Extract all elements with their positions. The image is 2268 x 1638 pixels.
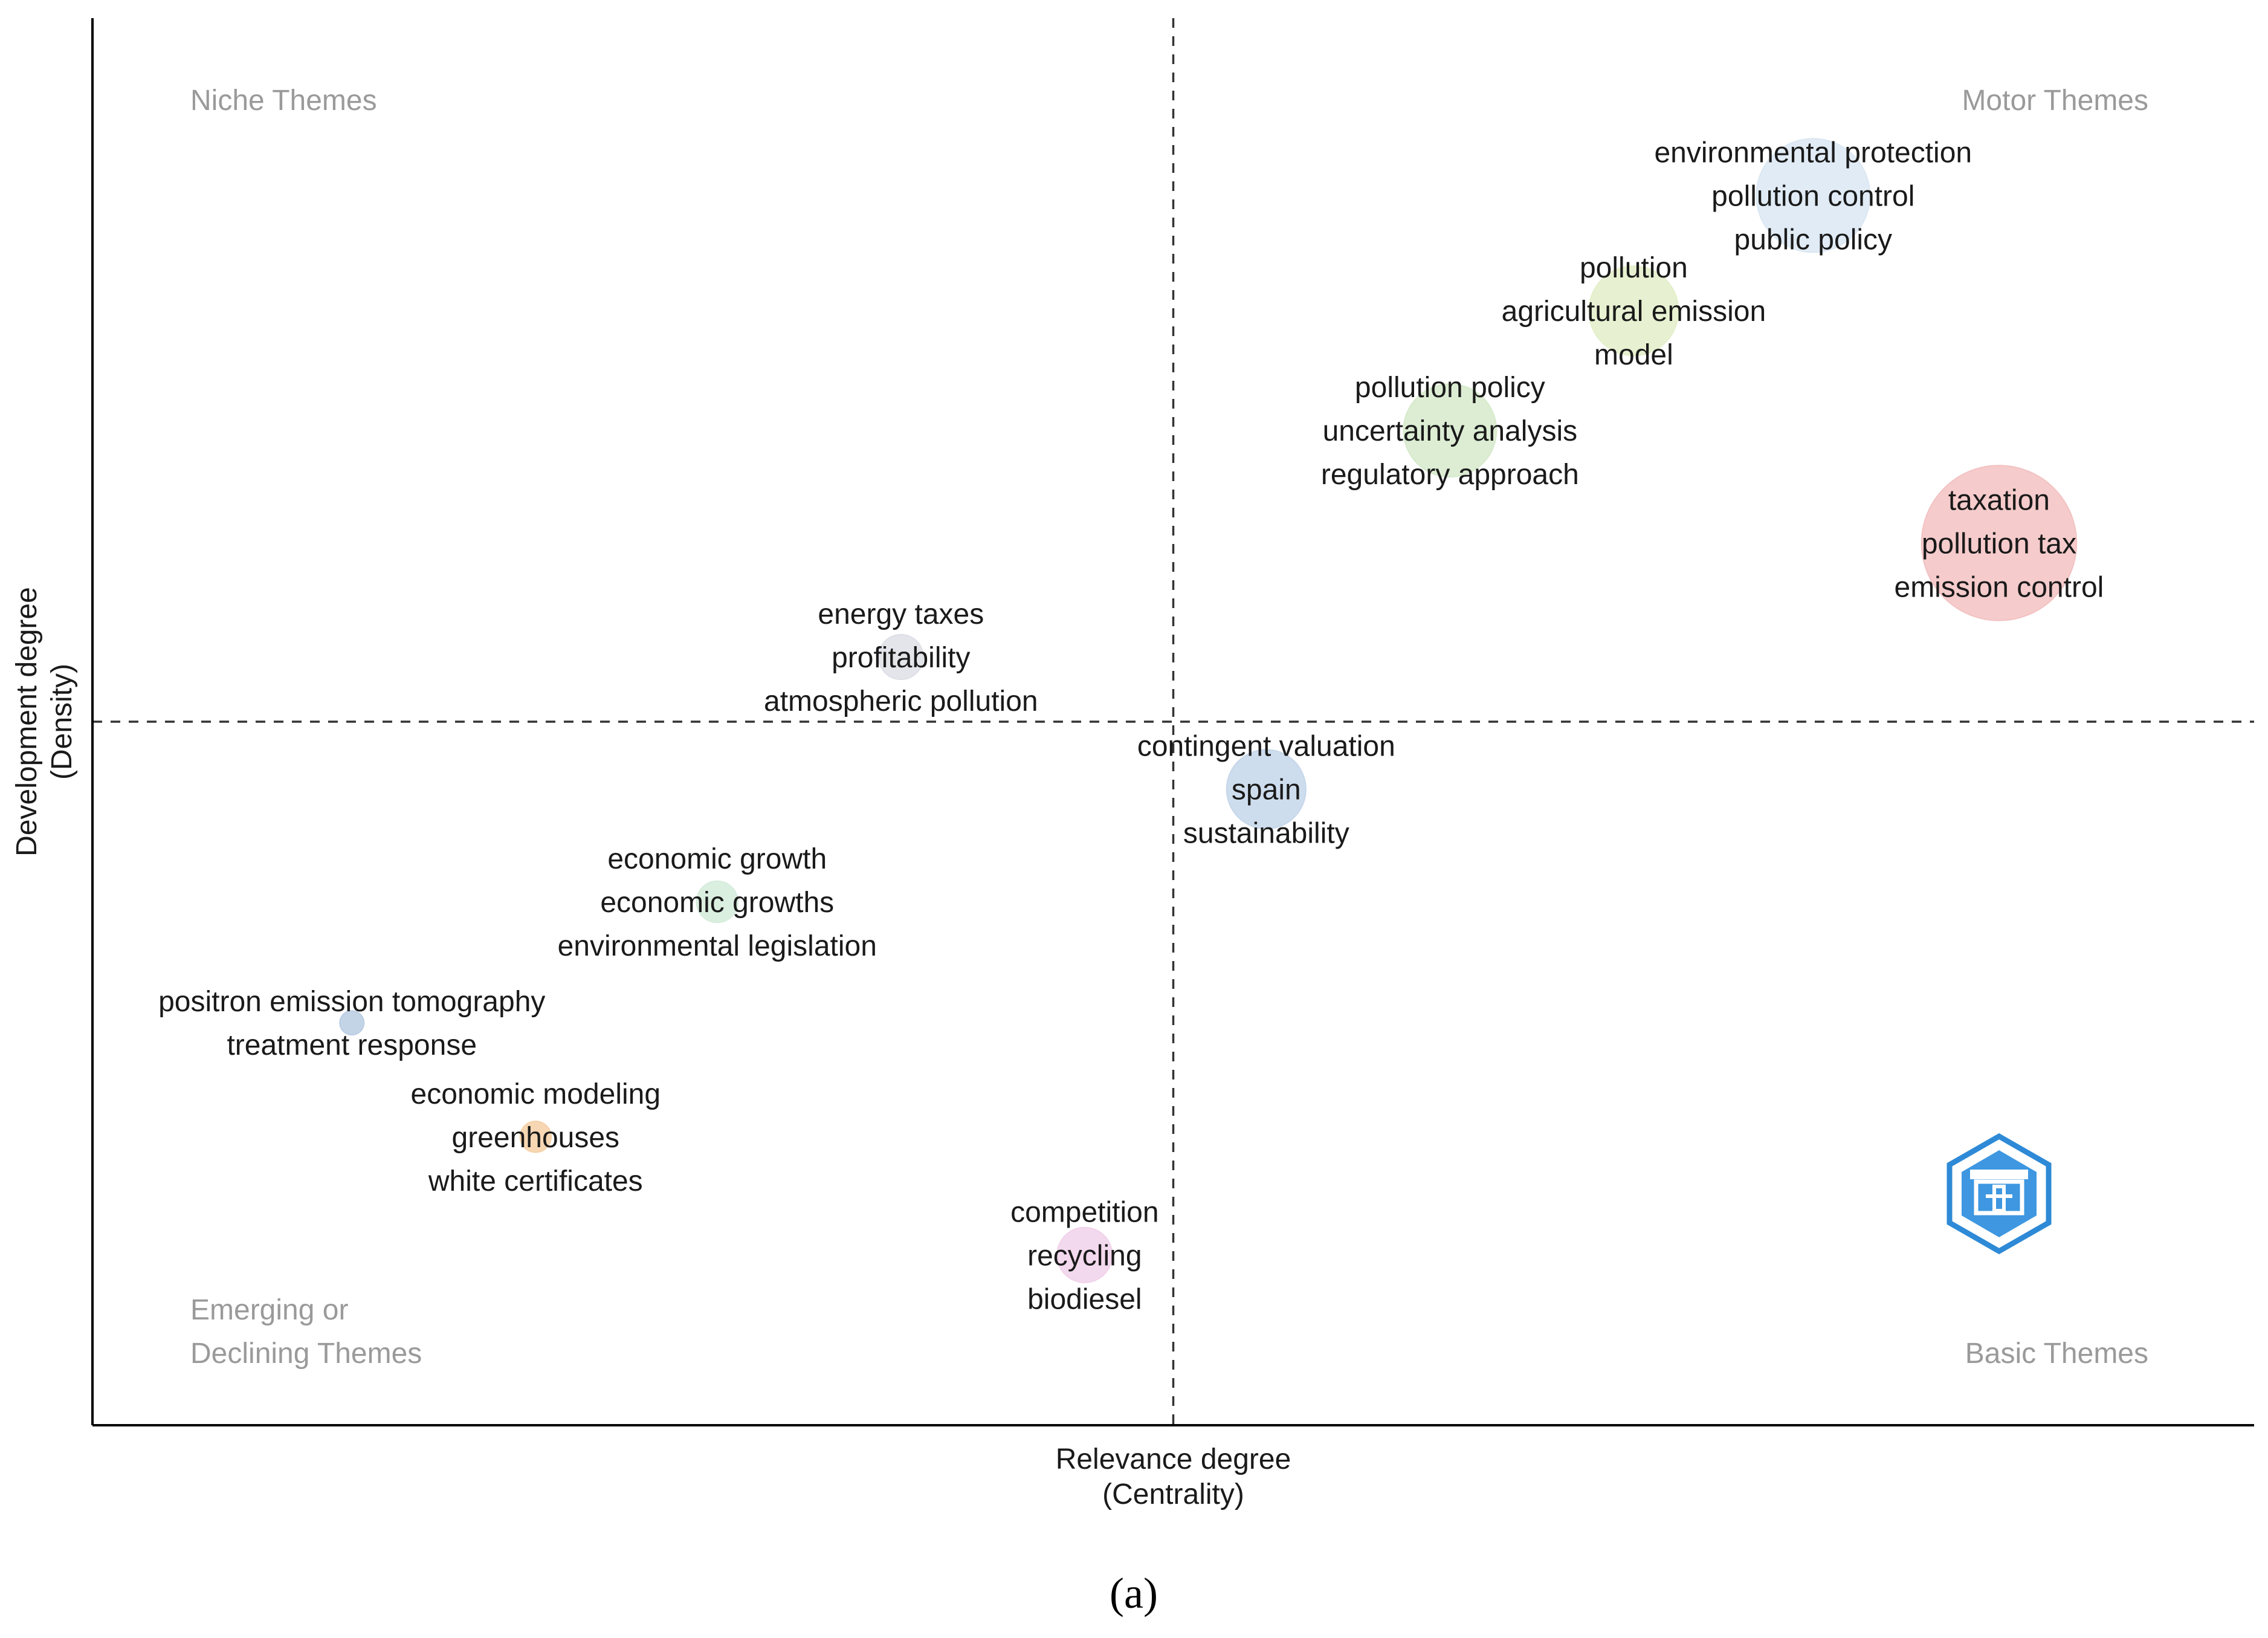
cluster-label: emission control <box>1895 571 2104 603</box>
cluster-bubble <box>1403 383 1497 478</box>
cluster-label: recycling <box>1027 1240 1142 1272</box>
quadrant-label-emerging: Emerging or <box>190 1294 348 1326</box>
cluster-label: model <box>1594 339 1673 371</box>
cluster-bubble <box>1756 138 1871 253</box>
cluster-label: biodiesel <box>1027 1283 1142 1315</box>
cluster-label: pollution <box>1580 252 1688 284</box>
cluster-label: economic modeling <box>411 1078 661 1110</box>
cluster-label: atmospheric pollution <box>764 685 1038 717</box>
cluster-label: pollution tax <box>1922 528 2076 560</box>
cluster-label: pollution policy <box>1355 372 1545 404</box>
logo-building-body <box>1974 1179 2024 1216</box>
quadrant-label-emerging: Declining Themes <box>190 1338 422 1370</box>
quadrant-label-motor: Motor Themes <box>1962 85 2148 117</box>
x-axis-label: Relevance degree <box>1056 1443 1291 1475</box>
axis-labels: Relevance degree(Centrality) Development … <box>11 587 1291 1510</box>
cluster-label: positron emission tomography <box>158 986 545 1018</box>
cluster-label: economic growths <box>600 887 834 919</box>
bubble-layer <box>339 138 2078 1283</box>
y-axis-label: Development degree <box>11 587 43 856</box>
cluster-bubble <box>877 633 924 680</box>
cluster-bubble <box>1921 465 2078 621</box>
cluster-labels: environmental protection pollution contro… <box>158 137 2104 1315</box>
logo-building-roof <box>1970 1170 2028 1179</box>
cluster-label: contingent valuation <box>1137 731 1395 763</box>
cluster-label: taxation <box>1948 484 2050 516</box>
cluster-label: greenhouses <box>452 1122 620 1154</box>
cluster-label: spain <box>1232 774 1301 806</box>
cluster-label: energy taxes <box>818 598 984 630</box>
cluster-label: white certificates <box>428 1165 643 1197</box>
logo-hexagon-inner <box>1962 1150 2037 1237</box>
cluster-bubble <box>1588 265 1679 357</box>
figure-caption: (a) <box>1110 1569 1158 1617</box>
cluster-bubble <box>696 880 738 924</box>
cluster-bubble <box>1056 1226 1113 1283</box>
quadrant-labels: Niche Themes Motor Themes Emerging or Decli… <box>190 85 2148 1370</box>
cluster-bubble <box>1226 749 1307 830</box>
cluster-label: environmental protection <box>1654 137 1972 169</box>
cluster-label: sustainability <box>1183 818 1349 850</box>
quadrant-label-basic: Basic Themes <box>1965 1338 2148 1370</box>
cluster-bubble <box>339 1010 365 1036</box>
cluster-label: treatment response <box>227 1029 477 1061</box>
logo-hexagon <box>1947 1133 2052 1255</box>
cluster-label: economic growth <box>607 843 827 875</box>
guide-layer <box>92 18 2254 1425</box>
quadrant-label-niche: Niche Themes <box>190 85 377 117</box>
axes <box>91 18 2254 1426</box>
cluster-label: agricultural emission <box>1502 296 1766 328</box>
cluster-label: competition <box>1010 1196 1158 1228</box>
cluster-label: regulatory approach <box>1321 459 1579 491</box>
cluster-label: environmental legislation <box>558 930 877 962</box>
cluster-label: public policy <box>1734 224 1892 256</box>
y-axis-label: (Density) <box>46 664 78 780</box>
cluster-label: uncertainty analysis <box>1323 415 1578 447</box>
cluster-bubble <box>519 1121 552 1153</box>
cluster-label: pollution control <box>1711 180 1914 212</box>
logo-figure <box>1986 1185 2012 1212</box>
cluster-label: profitability <box>832 642 970 674</box>
publisher-logo <box>1947 1133 2052 1255</box>
x-axis-label: (Centrality) <box>1102 1478 1244 1510</box>
